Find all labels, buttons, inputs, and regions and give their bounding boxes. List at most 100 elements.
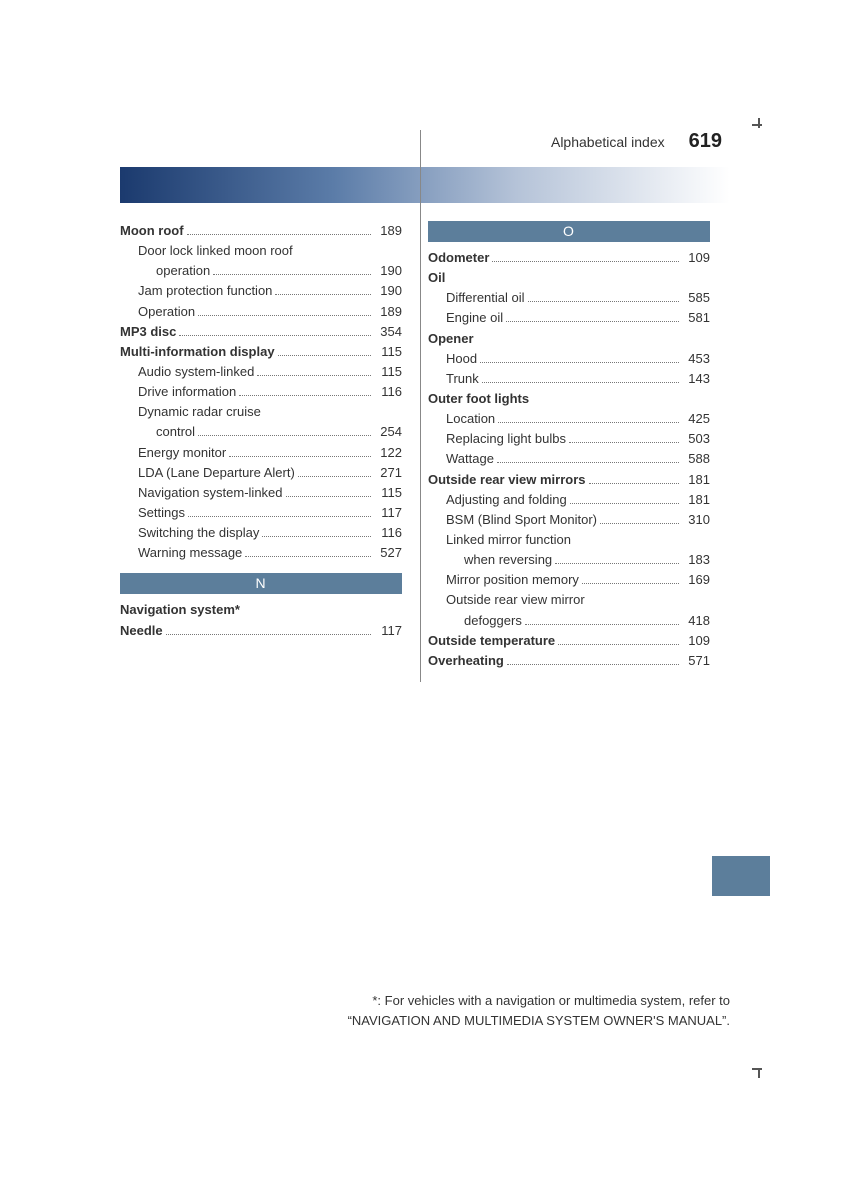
page-content: Alphabetical index 619 Moon roof189Door … [120, 130, 730, 671]
entry-dots [286, 486, 371, 497]
entry-page: 453 [682, 349, 710, 369]
crop-mark [758, 1068, 760, 1078]
index-entry: Linked mirror function [428, 530, 710, 550]
left-column: Moon roof189Door lock linked moon roofop… [120, 221, 402, 671]
crop-mark [752, 1068, 762, 1070]
entry-dots [600, 513, 679, 524]
index-entry: Switching the display116 [120, 523, 402, 543]
index-entry: Jam protection function190 [120, 281, 402, 301]
entry-dots [582, 573, 679, 584]
crop-mark [758, 118, 760, 128]
entry-label: Needle [120, 621, 163, 641]
entry-page: 143 [682, 369, 710, 389]
entry-dots [213, 264, 371, 275]
entry-page: 588 [682, 449, 710, 469]
entry-page: 189 [374, 221, 402, 241]
entry-label: Oil [428, 268, 445, 288]
index-entry: Needle 117 [120, 621, 402, 641]
entry-page: 109 [682, 248, 710, 268]
index-entry: Moon roof189 [120, 221, 402, 241]
entry-dots [492, 251, 679, 262]
index-entry: Drive information 116 [120, 382, 402, 402]
entry-label: Outside rear view mirror [446, 590, 585, 610]
entry-page: 117 [374, 503, 402, 523]
entry-label: control [156, 422, 195, 442]
entry-label: Drive information [138, 382, 236, 402]
index-entry: Opener [428, 329, 710, 349]
entry-dots [179, 325, 371, 336]
entry-page: 116 [374, 523, 402, 543]
index-entry: Outside rear view mirror [428, 590, 710, 610]
entry-page: 418 [682, 611, 710, 631]
entry-page: 354 [374, 322, 402, 342]
header-gradient-bar [120, 167, 730, 203]
crop-mark [752, 124, 762, 126]
entry-label: Settings [138, 503, 185, 523]
entry-page: 310 [682, 510, 710, 530]
index-entry: Differential oil585 [428, 288, 710, 308]
entry-label: Multi-information display [120, 342, 275, 362]
entry-label: Outside temperature [428, 631, 555, 651]
index-entry: Outer foot lights [428, 389, 710, 409]
index-entry: when reversing183 [428, 550, 710, 570]
index-entry: Navigation system-linked 115 [120, 483, 402, 503]
entry-label: Warning message [138, 543, 242, 563]
entry-page: 254 [374, 422, 402, 442]
entry-dots [262, 526, 371, 537]
entry-label: Opener [428, 329, 474, 349]
entry-label: Audio system-linked [138, 362, 254, 382]
entry-dots [239, 385, 371, 396]
index-entry: Odometer 109 [428, 248, 710, 268]
entry-dots [198, 425, 371, 436]
entry-dots [480, 352, 679, 363]
entry-label: defoggers [464, 611, 522, 631]
entry-dots [278, 345, 371, 356]
entry-dots [187, 224, 371, 235]
index-entry: operation 190 [120, 261, 402, 281]
footnote-line: “NAVIGATION AND MULTIMEDIA SYSTEM OWNER'… [120, 1011, 730, 1031]
entry-label: Odometer [428, 248, 489, 268]
entry-page: 190 [374, 261, 402, 281]
entry-page: 585 [682, 288, 710, 308]
side-tab [712, 856, 770, 896]
entry-page: 181 [682, 470, 710, 490]
entry-label: Overheating [428, 651, 504, 671]
entry-dots [569, 432, 679, 443]
entry-dots [506, 311, 679, 322]
entry-page: 117 [374, 621, 402, 641]
entry-page: 115 [374, 362, 402, 382]
entry-label: Navigation system-linked [138, 483, 283, 503]
entry-page: 115 [374, 483, 402, 503]
entry-label: Linked mirror function [446, 530, 571, 550]
index-entry: defoggers 418 [428, 611, 710, 631]
index-entry: Operation189 [120, 302, 402, 322]
header-title: Alphabetical index [551, 134, 665, 150]
index-entry: Adjusting and folding181 [428, 490, 710, 510]
index-entry: LDA (Lane Departure Alert)271 [120, 463, 402, 483]
entry-label: Dynamic radar cruise [138, 402, 261, 422]
entry-page: 116 [374, 382, 402, 402]
index-entry: Hood453 [428, 349, 710, 369]
entry-label: Outside rear view mirrors [428, 470, 586, 490]
entry-label: Location [446, 409, 495, 429]
index-entry: BSM (Blind Sport Monitor) 310 [428, 510, 710, 530]
entry-dots [257, 365, 371, 376]
entry-label: Trunk [446, 369, 479, 389]
entry-dots [589, 473, 679, 484]
entry-label: Operation [138, 302, 195, 322]
entry-dots [570, 493, 679, 504]
entry-page: 425 [682, 409, 710, 429]
entry-label: LDA (Lane Departure Alert) [138, 463, 295, 483]
entry-label: BSM (Blind Sport Monitor) [446, 510, 597, 530]
entry-dots [482, 372, 679, 383]
entry-label: Engine oil [446, 308, 503, 328]
entry-label: operation [156, 261, 210, 281]
entry-dots [298, 466, 371, 477]
index-entry: Wattage 588 [428, 449, 710, 469]
index-entry: Audio system-linked 115 [120, 362, 402, 382]
entry-label: Wattage [446, 449, 494, 469]
index-entry: MP3 disc354 [120, 322, 402, 342]
entry-dots [229, 446, 371, 457]
index-entry: Outside rear view mirrors 181 [428, 470, 710, 490]
index-entry: Settings 117 [120, 503, 402, 523]
